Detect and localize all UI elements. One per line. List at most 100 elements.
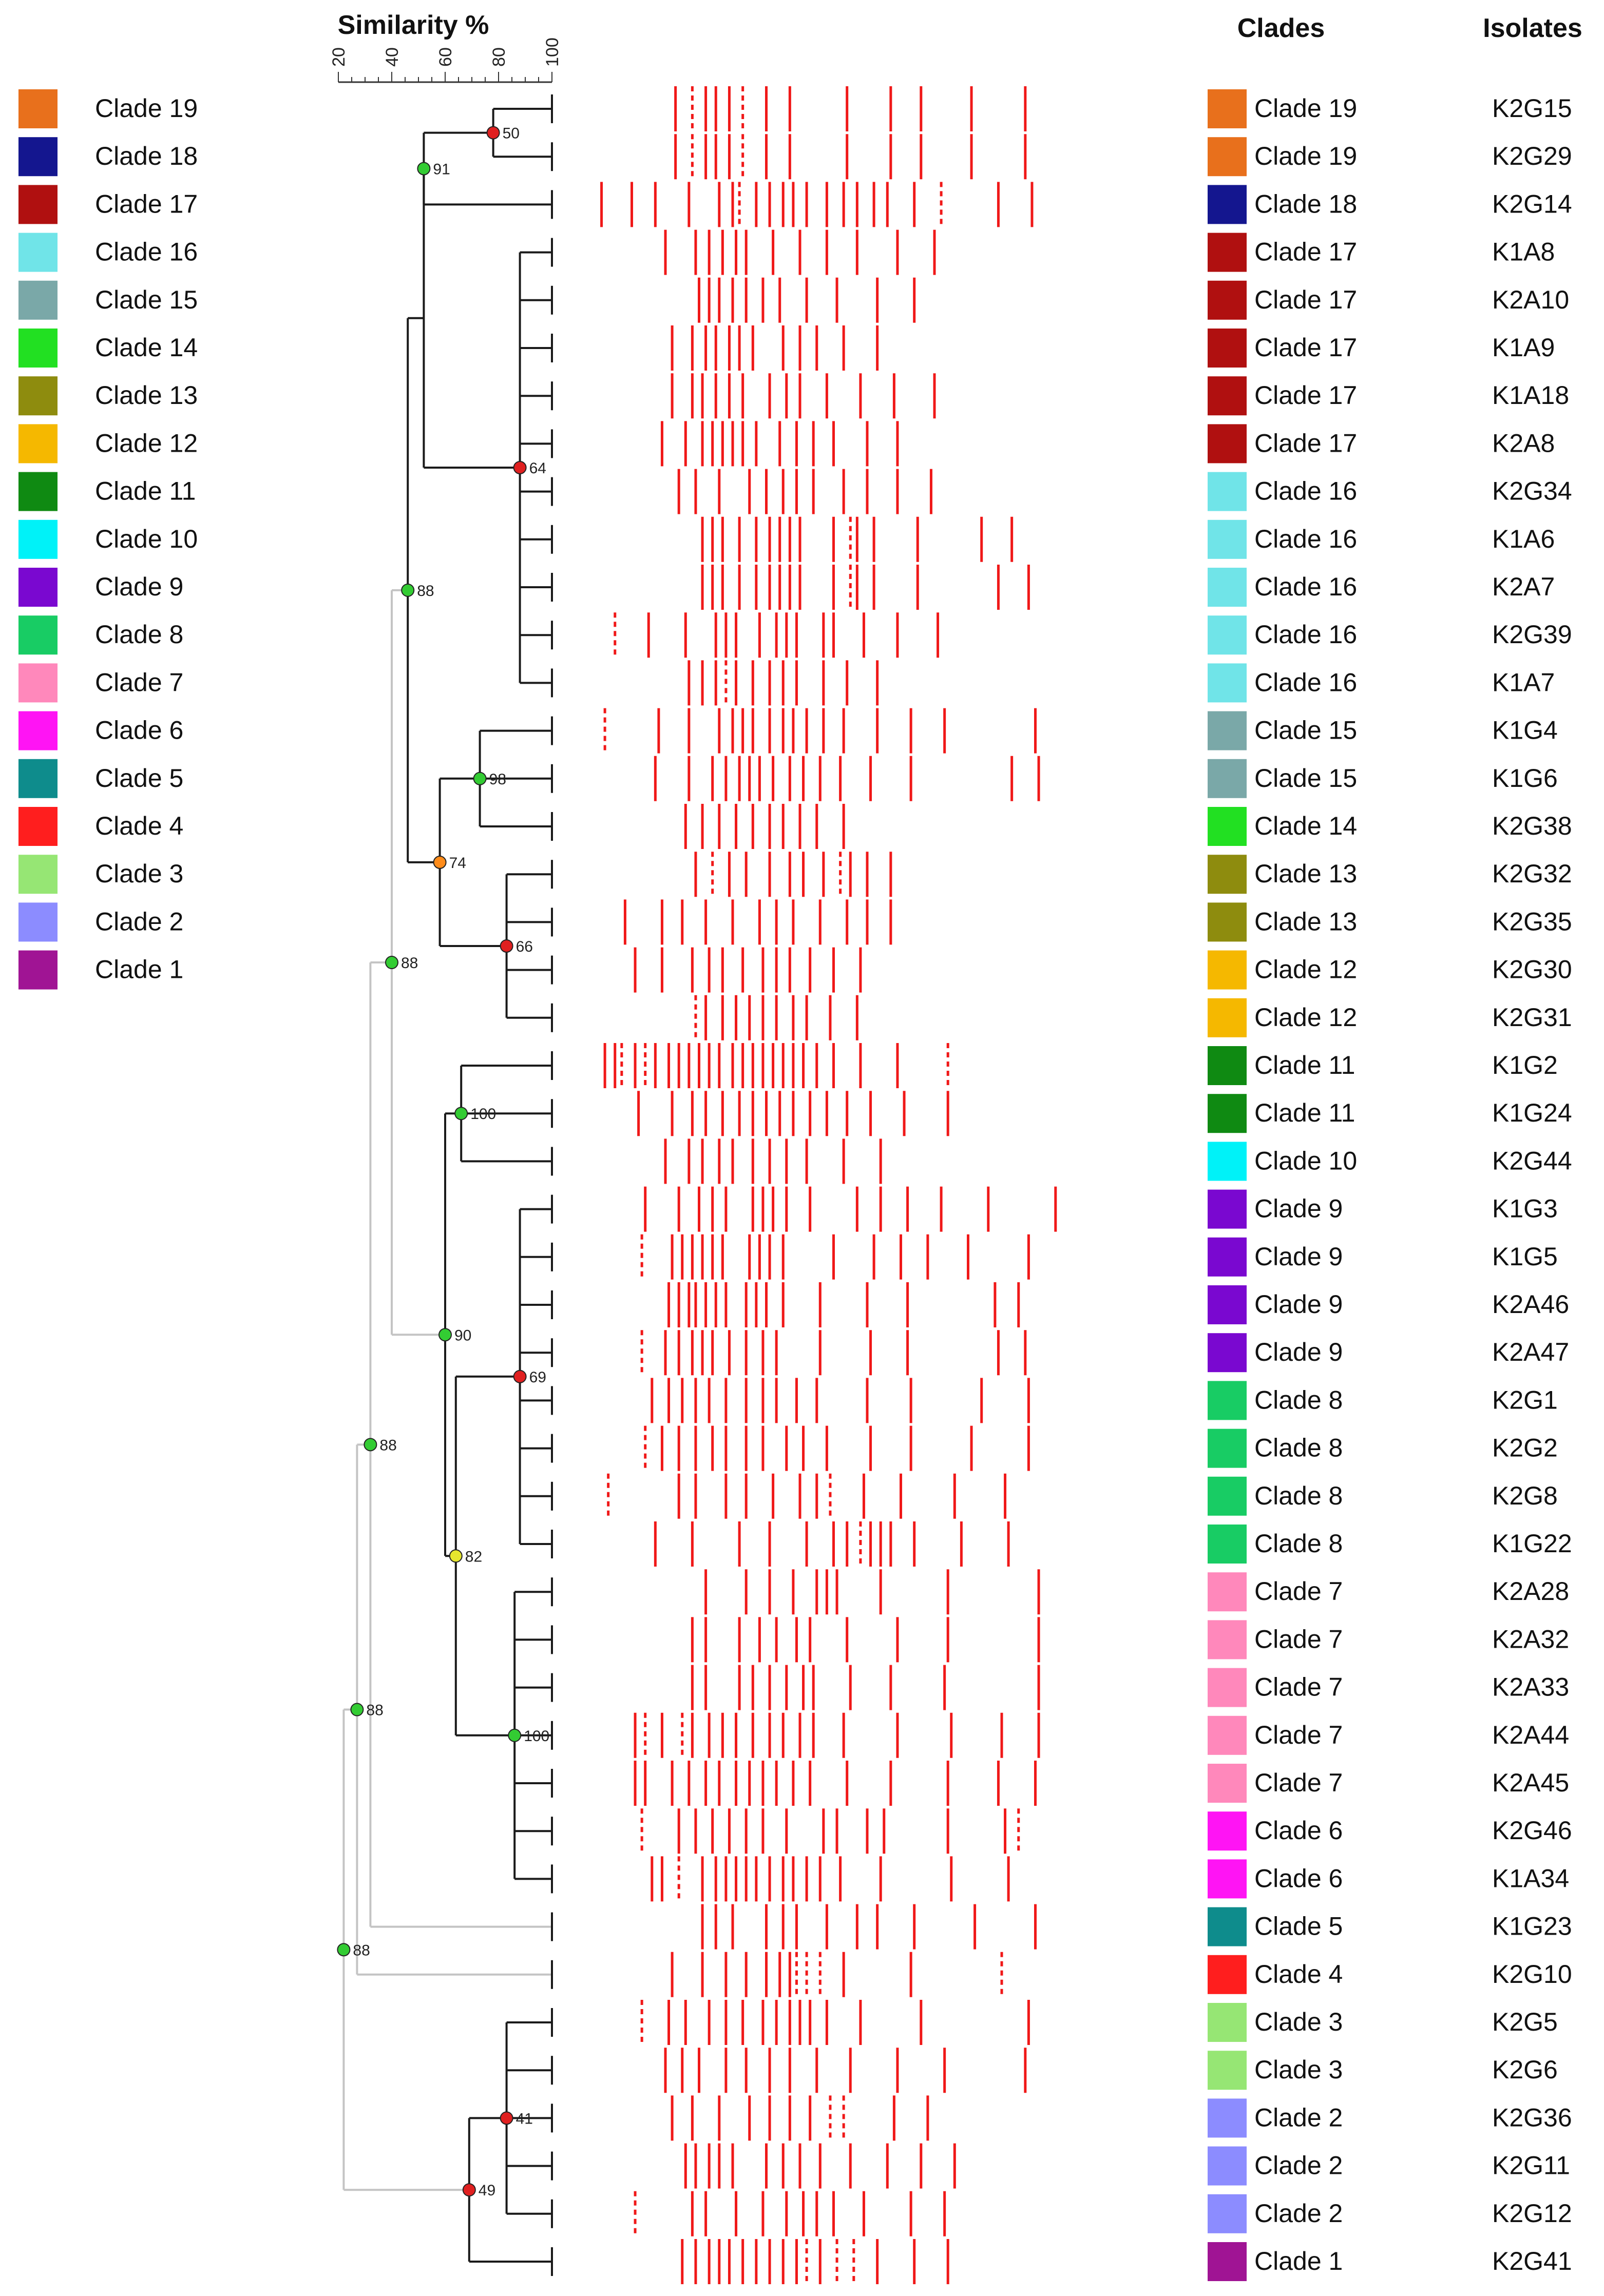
isolate-name: K1G5 bbox=[1492, 1242, 1558, 1271]
similarity-scale: 20 40 60 80 100 bbox=[329, 37, 562, 83]
clade-label: Clade 14 bbox=[1254, 812, 1357, 840]
clade-swatch bbox=[1208, 2194, 1247, 2233]
legend-swatch bbox=[18, 759, 58, 798]
isolate-name: K2G38 bbox=[1492, 812, 1572, 840]
clade-label: Clade 9 bbox=[1254, 1290, 1343, 1319]
bootstrap-label: 74 bbox=[449, 855, 466, 872]
legend-label: Clade 2 bbox=[95, 907, 183, 936]
bootstrap-label: 88 bbox=[353, 1942, 370, 1959]
bootstrap-label: 88 bbox=[401, 955, 418, 972]
isolate-name: K2G29 bbox=[1492, 142, 1572, 170]
clade-label: Clade 19 bbox=[1254, 94, 1357, 123]
clade-label: Clade 4 bbox=[1254, 1960, 1343, 1989]
clade-label: Clade 16 bbox=[1254, 572, 1357, 601]
legend-swatch bbox=[18, 185, 58, 224]
clade-label: Clade 9 bbox=[1254, 1338, 1343, 1366]
isolate-name: K2A33 bbox=[1492, 1673, 1569, 1702]
clade-label: Clade 2 bbox=[1254, 2199, 1343, 2228]
legend-swatch bbox=[18, 615, 58, 655]
scale-tick-label: 20 bbox=[329, 47, 349, 67]
clade-swatch bbox=[1208, 1046, 1247, 1085]
isolate-name: K2G44 bbox=[1492, 1146, 1572, 1175]
scale-tick-label: 40 bbox=[383, 47, 402, 67]
clade-swatch bbox=[1208, 280, 1247, 320]
isolate-name: K1G6 bbox=[1492, 764, 1558, 793]
isolate-name: K1A6 bbox=[1492, 525, 1555, 553]
clade-swatch bbox=[1208, 1189, 1247, 1229]
clade-label: Clade 7 bbox=[1254, 1577, 1343, 1606]
legend-label: Clade 10 bbox=[95, 525, 198, 553]
bootstrap-node bbox=[500, 939, 513, 953]
isolate-name: K2A10 bbox=[1492, 285, 1569, 314]
clade-swatch bbox=[1208, 950, 1247, 990]
isolate-name: K1A9 bbox=[1492, 333, 1555, 362]
bootstrap-node bbox=[350, 1703, 364, 1716]
clade-label: Clade 8 bbox=[1254, 1481, 1343, 1510]
isolate-name: K1G4 bbox=[1492, 716, 1558, 745]
isolate-name: K2A32 bbox=[1492, 1625, 1569, 1653]
clade-swatch bbox=[1208, 855, 1247, 894]
clade-swatch bbox=[1208, 1907, 1247, 1946]
clade-label: Clade 16 bbox=[1254, 668, 1357, 697]
bootstrap-node bbox=[500, 2111, 513, 2125]
clade-label: Clade 7 bbox=[1254, 1768, 1343, 1797]
legend-label: Clade 11 bbox=[95, 477, 196, 506]
legend-swatch bbox=[18, 663, 58, 703]
legend-label: Clade 8 bbox=[95, 620, 183, 649]
clade-label: Clade 12 bbox=[1254, 1003, 1357, 1032]
clade-legend: Clade 19 Clade 18 Clade 17 Clade 16 Clade 15… bbox=[18, 89, 198, 990]
isolate-name: K1G2 bbox=[1492, 1051, 1558, 1079]
clade-label: Clade 16 bbox=[1254, 620, 1357, 649]
clade-label: Clade 9 bbox=[1254, 1242, 1343, 1271]
clade-label: Clade 15 bbox=[1254, 716, 1357, 745]
clade-label: Clade 6 bbox=[1254, 1864, 1343, 1893]
isolates-header: Isolates bbox=[1483, 13, 1582, 43]
bootstrap-label: 66 bbox=[516, 938, 533, 955]
bootstrap-label: 98 bbox=[489, 771, 506, 788]
clade-label: Clade 3 bbox=[1254, 2008, 1343, 2036]
clade-label: Clade 19 bbox=[1254, 142, 1357, 170]
isolate-name: K2G39 bbox=[1492, 620, 1572, 649]
isolate-name: K2G31 bbox=[1492, 1003, 1572, 1032]
clade-label: Clade 13 bbox=[1254, 907, 1357, 936]
clade-swatch bbox=[1208, 329, 1247, 368]
clade-swatch bbox=[1208, 2003, 1247, 2042]
clade-label: Clade 7 bbox=[1254, 1721, 1343, 1749]
clade-swatch bbox=[1208, 1142, 1247, 1181]
clade-swatch bbox=[1208, 1764, 1247, 1803]
isolate-name: K1G22 bbox=[1492, 1529, 1572, 1558]
similarity-title: Similarity % bbox=[338, 10, 489, 40]
bootstrap-label: 100 bbox=[470, 1106, 496, 1123]
clade-label: Clade 16 bbox=[1254, 525, 1357, 553]
legend-label: Clade 4 bbox=[95, 812, 183, 840]
bootstrap-node bbox=[364, 1438, 377, 1452]
clade-label: Clade 9 bbox=[1254, 1194, 1343, 1223]
bootstrap-label: 90 bbox=[454, 1327, 471, 1344]
clade-swatch bbox=[1208, 1715, 1247, 1755]
clade-swatch bbox=[1208, 807, 1247, 846]
bootstrap-node bbox=[417, 162, 431, 176]
clade-swatch bbox=[1208, 1668, 1247, 1707]
legend-swatch bbox=[18, 855, 58, 894]
clade-swatch bbox=[1208, 89, 1247, 128]
isolate-name: K1A7 bbox=[1492, 668, 1555, 697]
legend-label: Clade 5 bbox=[95, 764, 183, 793]
legend-label: Clade 18 bbox=[95, 142, 198, 170]
clade-swatch bbox=[1208, 1094, 1247, 1133]
clade-label: Clade 17 bbox=[1254, 285, 1357, 314]
dendrogram-tree: 50 91 64 98 66 74 88 100 69 100 82 90 88 88 88 41 49 88 bbox=[337, 94, 553, 2276]
legend-swatch bbox=[18, 329, 58, 368]
clade-swatch bbox=[1208, 424, 1247, 464]
bootstrap-label: 82 bbox=[465, 1548, 482, 1565]
clade-swatch bbox=[1208, 1285, 1247, 1324]
clade-swatch bbox=[1208, 1381, 1247, 1420]
isolate-name: K2G2 bbox=[1492, 1434, 1558, 1462]
isolate-name: K2A8 bbox=[1492, 429, 1555, 457]
isolate-name: K2A28 bbox=[1492, 1577, 1569, 1606]
bootstrap-node bbox=[438, 1328, 452, 1342]
clade-swatch bbox=[1208, 902, 1247, 942]
fingerprint-bands bbox=[600, 86, 1057, 2284]
legend-label: Clade 12 bbox=[95, 429, 198, 457]
clade-label: Clade 17 bbox=[1254, 429, 1357, 457]
